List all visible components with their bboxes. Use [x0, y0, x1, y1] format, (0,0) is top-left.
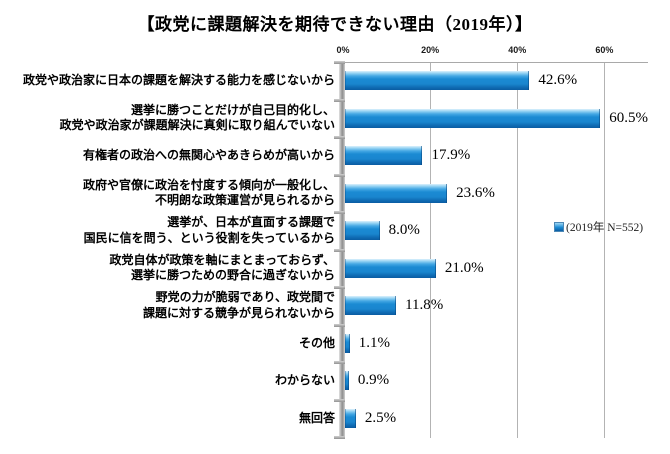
- blue-square-icon: [554, 222, 564, 232]
- bar-row: 0.9%: [345, 362, 648, 400]
- bar-series: 42.6% 60.5% 17.9% 23.6% 8.0% 21.0% 11.8% 1.1% 0.…: [345, 62, 648, 437]
- axis-tick: [334, 136, 345, 139]
- plot-area: [343, 62, 648, 438]
- gridline: [517, 63, 519, 438]
- bar-row: 60.5%: [345, 100, 648, 138]
- bar: [345, 146, 423, 166]
- bar: [345, 71, 530, 91]
- bar-row: 1.1%: [345, 325, 648, 363]
- value-label: 17.9%: [431, 147, 471, 164]
- x-axis-tick-label: 0%: [336, 45, 350, 55]
- bar: [345, 108, 601, 128]
- legend: (2019年 N=552): [554, 219, 643, 235]
- bar: [345, 183, 448, 203]
- axis-tick: [334, 211, 345, 214]
- value-label: 11.8%: [405, 297, 444, 314]
- axis-tick: [334, 98, 345, 102]
- value-label: 21.0%: [444, 259, 484, 276]
- bar-row: 8.0%: [345, 212, 648, 250]
- value-label: 42.6%: [538, 72, 578, 89]
- axis-tick: [334, 323, 345, 327]
- value-label: 0.9%: [357, 372, 390, 389]
- category-label: その他: [298, 335, 335, 350]
- axis-tick: [334, 398, 345, 402]
- bar-row: 23.6%: [345, 175, 648, 213]
- x-axis-tick-label: 40%: [508, 45, 527, 55]
- bar-row: 21.0%: [345, 250, 648, 288]
- value-label: 1.1%: [358, 334, 390, 351]
- bar: [345, 258, 436, 278]
- x-axis: 0% 20% 40% 60%: [336, 45, 648, 58]
- chart-title: 【政党に課題解決を期待できない理由（2019年）】: [137, 15, 533, 34]
- bar: [345, 371, 349, 391]
- legend-label: (2019年 N=552): [566, 222, 644, 234]
- category-label: 選挙に勝つことだけが自己目的化し、 政党や政治家が課題解決に真剣に取り組んでいな…: [59, 102, 335, 133]
- axis-tick: [334, 436, 345, 439]
- category-label: 選挙が、日本が直面する課題で 国民に信を問う、という役割を失っているから: [83, 215, 335, 245]
- bar: [345, 296, 397, 316]
- gridline: [604, 63, 606, 438]
- value-label: 2.5%: [364, 409, 397, 426]
- bar: [345, 333, 350, 353]
- bar: [345, 408, 356, 428]
- category-label: 政党や政治家に日本の課題を解決する能力を感じないから: [22, 73, 335, 88]
- axis-tick: [334, 61, 345, 64]
- category-label: 野党の力が脆弱であり、政党間で 課題に対する競争が見られないから: [142, 290, 335, 320]
- category-label: わからない: [274, 373, 335, 388]
- x-axis-tick-label: 20%: [421, 45, 440, 55]
- bar-row: 2.5%: [345, 400, 648, 438]
- gridline: [430, 63, 432, 438]
- category-label: 政党自体が政策を軸にまとまっておらず、 選挙に勝つための野合に過ぎないから: [109, 252, 335, 283]
- x-axis-tick-label: 60%: [595, 45, 614, 55]
- axis-tick: [334, 286, 345, 289]
- category-axis-labels: 政党や政治家に日本の課題を解決する能力を感じないから選挙に勝つことだけが自己目的…: [0, 62, 336, 437]
- axis-tick: [334, 361, 345, 364]
- axis-tick: [334, 173, 345, 177]
- axis-tick: [334, 248, 345, 252]
- category-label: 政府や官僚に政治を忖度する傾向が一般化し、 不明朗な政策運営が見られるから: [82, 177, 335, 208]
- value-label: 8.0%: [388, 222, 420, 239]
- bar: [345, 221, 380, 241]
- bar-row: 42.6%: [345, 62, 648, 100]
- value-label: 23.6%: [456, 184, 495, 201]
- category-label: 有権者の政治への無関心やあきらめが高いから: [82, 148, 335, 163]
- value-label: 60.5%: [609, 109, 648, 126]
- bar-row: 17.9%: [345, 137, 648, 175]
- category-label: 無回答: [298, 410, 335, 425]
- bar-row: 11.8%: [345, 287, 648, 325]
